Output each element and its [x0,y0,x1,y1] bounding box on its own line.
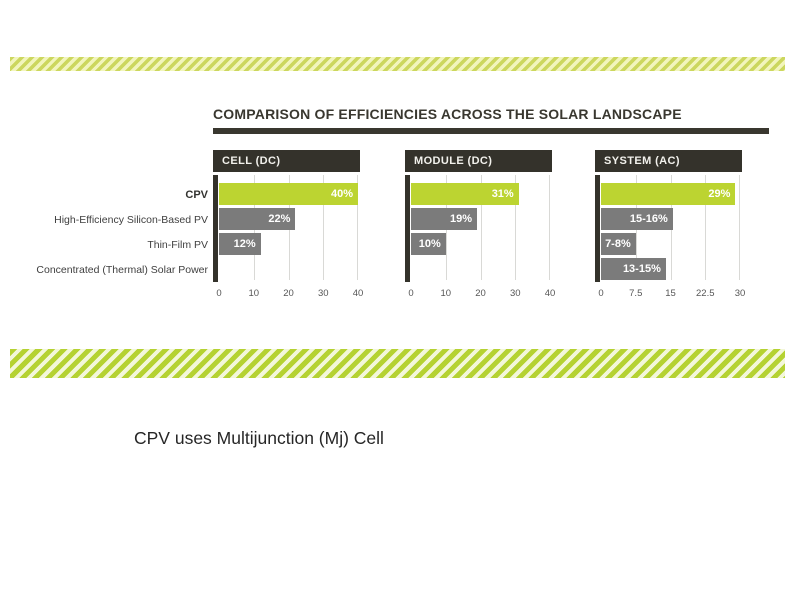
tick-label: 30 [509,288,521,299]
bar-value-label: 13-15% [622,263,661,275]
bar-row: 22% [219,208,358,230]
tick-label: 15 [665,288,676,299]
bar-row: 15-16% [601,208,740,230]
bar-row: 10% [411,233,550,255]
tick-label: 20 [475,288,486,299]
bar-row: 12% [219,233,358,255]
gridline [739,175,741,280]
category-label-thin-film: Thin-Film PV [147,239,208,251]
panel-module-dc: MODULE (DC) 31% 19% 10% [405,150,555,299]
plot-area: 40% 22% 12% [213,175,359,282]
gridline [357,175,359,280]
bar-row [219,258,358,280]
bars-area: 40% 22% 12% [219,175,359,282]
gridline [480,175,482,280]
bar-silicon-pv: 19% [411,208,478,230]
panel-header: CELL (DC) [213,150,360,172]
bar-value-label: 12% [233,238,256,250]
bar-value-label: 7-8% [605,238,631,250]
gridline [515,175,517,280]
gridline [705,175,707,280]
bar-value-label: 10% [418,238,441,250]
tick-label: 30 [317,288,329,299]
bar-cpv: 29% [601,183,736,205]
chart-title: COMPARISON OF EFFICIENCIES ACROSS THE SO… [213,106,682,122]
tick-label: 10 [248,288,260,299]
bar-value-label: 29% [708,188,731,200]
bar-value-label: 40% [330,188,353,200]
plot-area: 31% 19% 10% [405,175,551,282]
bar-thin-film: 10% [411,233,446,255]
bottom-hatch-stripe [10,349,785,378]
x-axis-ticks: 0 7.5 15 22.5 30 [598,288,745,300]
bars-area: 31% 19% 10% [411,175,551,282]
bar-row: 19% [411,208,550,230]
tick-label: 7.5 [629,288,643,299]
bar-value-label: 31% [491,188,514,200]
tick-label: 0 [598,288,604,299]
bar-row: 7-8% [601,233,740,255]
gridline [323,175,325,280]
x-axis-ticks: 0 10 20 30 40 [216,288,363,300]
category-label-csp: Concentrated (Thermal) Solar Power [36,264,208,276]
panel-cell-dc: CELL (DC) 40% 22% 12% [213,150,363,299]
chart-title-underline [213,128,769,134]
bar-value-label: 22% [268,213,291,225]
panel-header: MODULE (DC) [405,150,552,172]
bar-thin-film: 12% [219,233,261,255]
plot-area: 29% 15-16% 7-8% 13-15% [595,175,741,282]
bar-row: 13-15% [601,258,740,280]
tick-label: 10 [440,288,452,299]
bar-row: 29% [601,183,740,205]
bar-thin-film: 7-8% [601,233,636,255]
bars-area: 29% 15-16% 7-8% 13-15% [601,175,741,282]
panel-system-ac: SYSTEM (AC) 29% 15-16% 7-8% 13-15% [595,150,745,299]
top-hatch-stripe [10,57,785,71]
bar-cpv: 31% [411,183,519,205]
category-label-cpv: CPV [185,189,208,201]
panel-header: SYSTEM (AC) [595,150,742,172]
bar-row: 40% [219,183,358,205]
category-labels: CPV High-Efficiency Silicon-Based PV Thi… [0,184,208,284]
bar-csp: 13-15% [601,258,666,280]
tick-label: 0 [408,288,414,299]
bar-row: 31% [411,183,550,205]
tick-label: 40 [544,288,556,299]
bar-silicon-pv: 15-16% [601,208,673,230]
y-axis-line [595,175,600,282]
category-label-silicon-pv: High-Efficiency Silicon-Based PV [54,214,208,226]
bar-row [411,258,550,280]
bar-value-label: 19% [449,213,473,225]
bar-silicon-pv: 22% [219,208,296,230]
bar-cpv: 40% [219,183,358,205]
tick-label: 22.5 [696,288,715,299]
x-axis-ticks: 0 10 20 30 40 [408,288,555,300]
tick-label: 30 [734,288,746,299]
tick-label: 20 [283,288,294,299]
y-axis-line [405,175,410,282]
tick-label: 0 [216,288,222,299]
gridline [549,175,551,280]
y-axis-line [213,175,218,282]
slide-caption: CPV uses Multijunction (Mj) Cell [134,428,384,448]
bar-value-label: 15-16% [629,213,668,225]
tick-label: 40 [352,288,364,299]
